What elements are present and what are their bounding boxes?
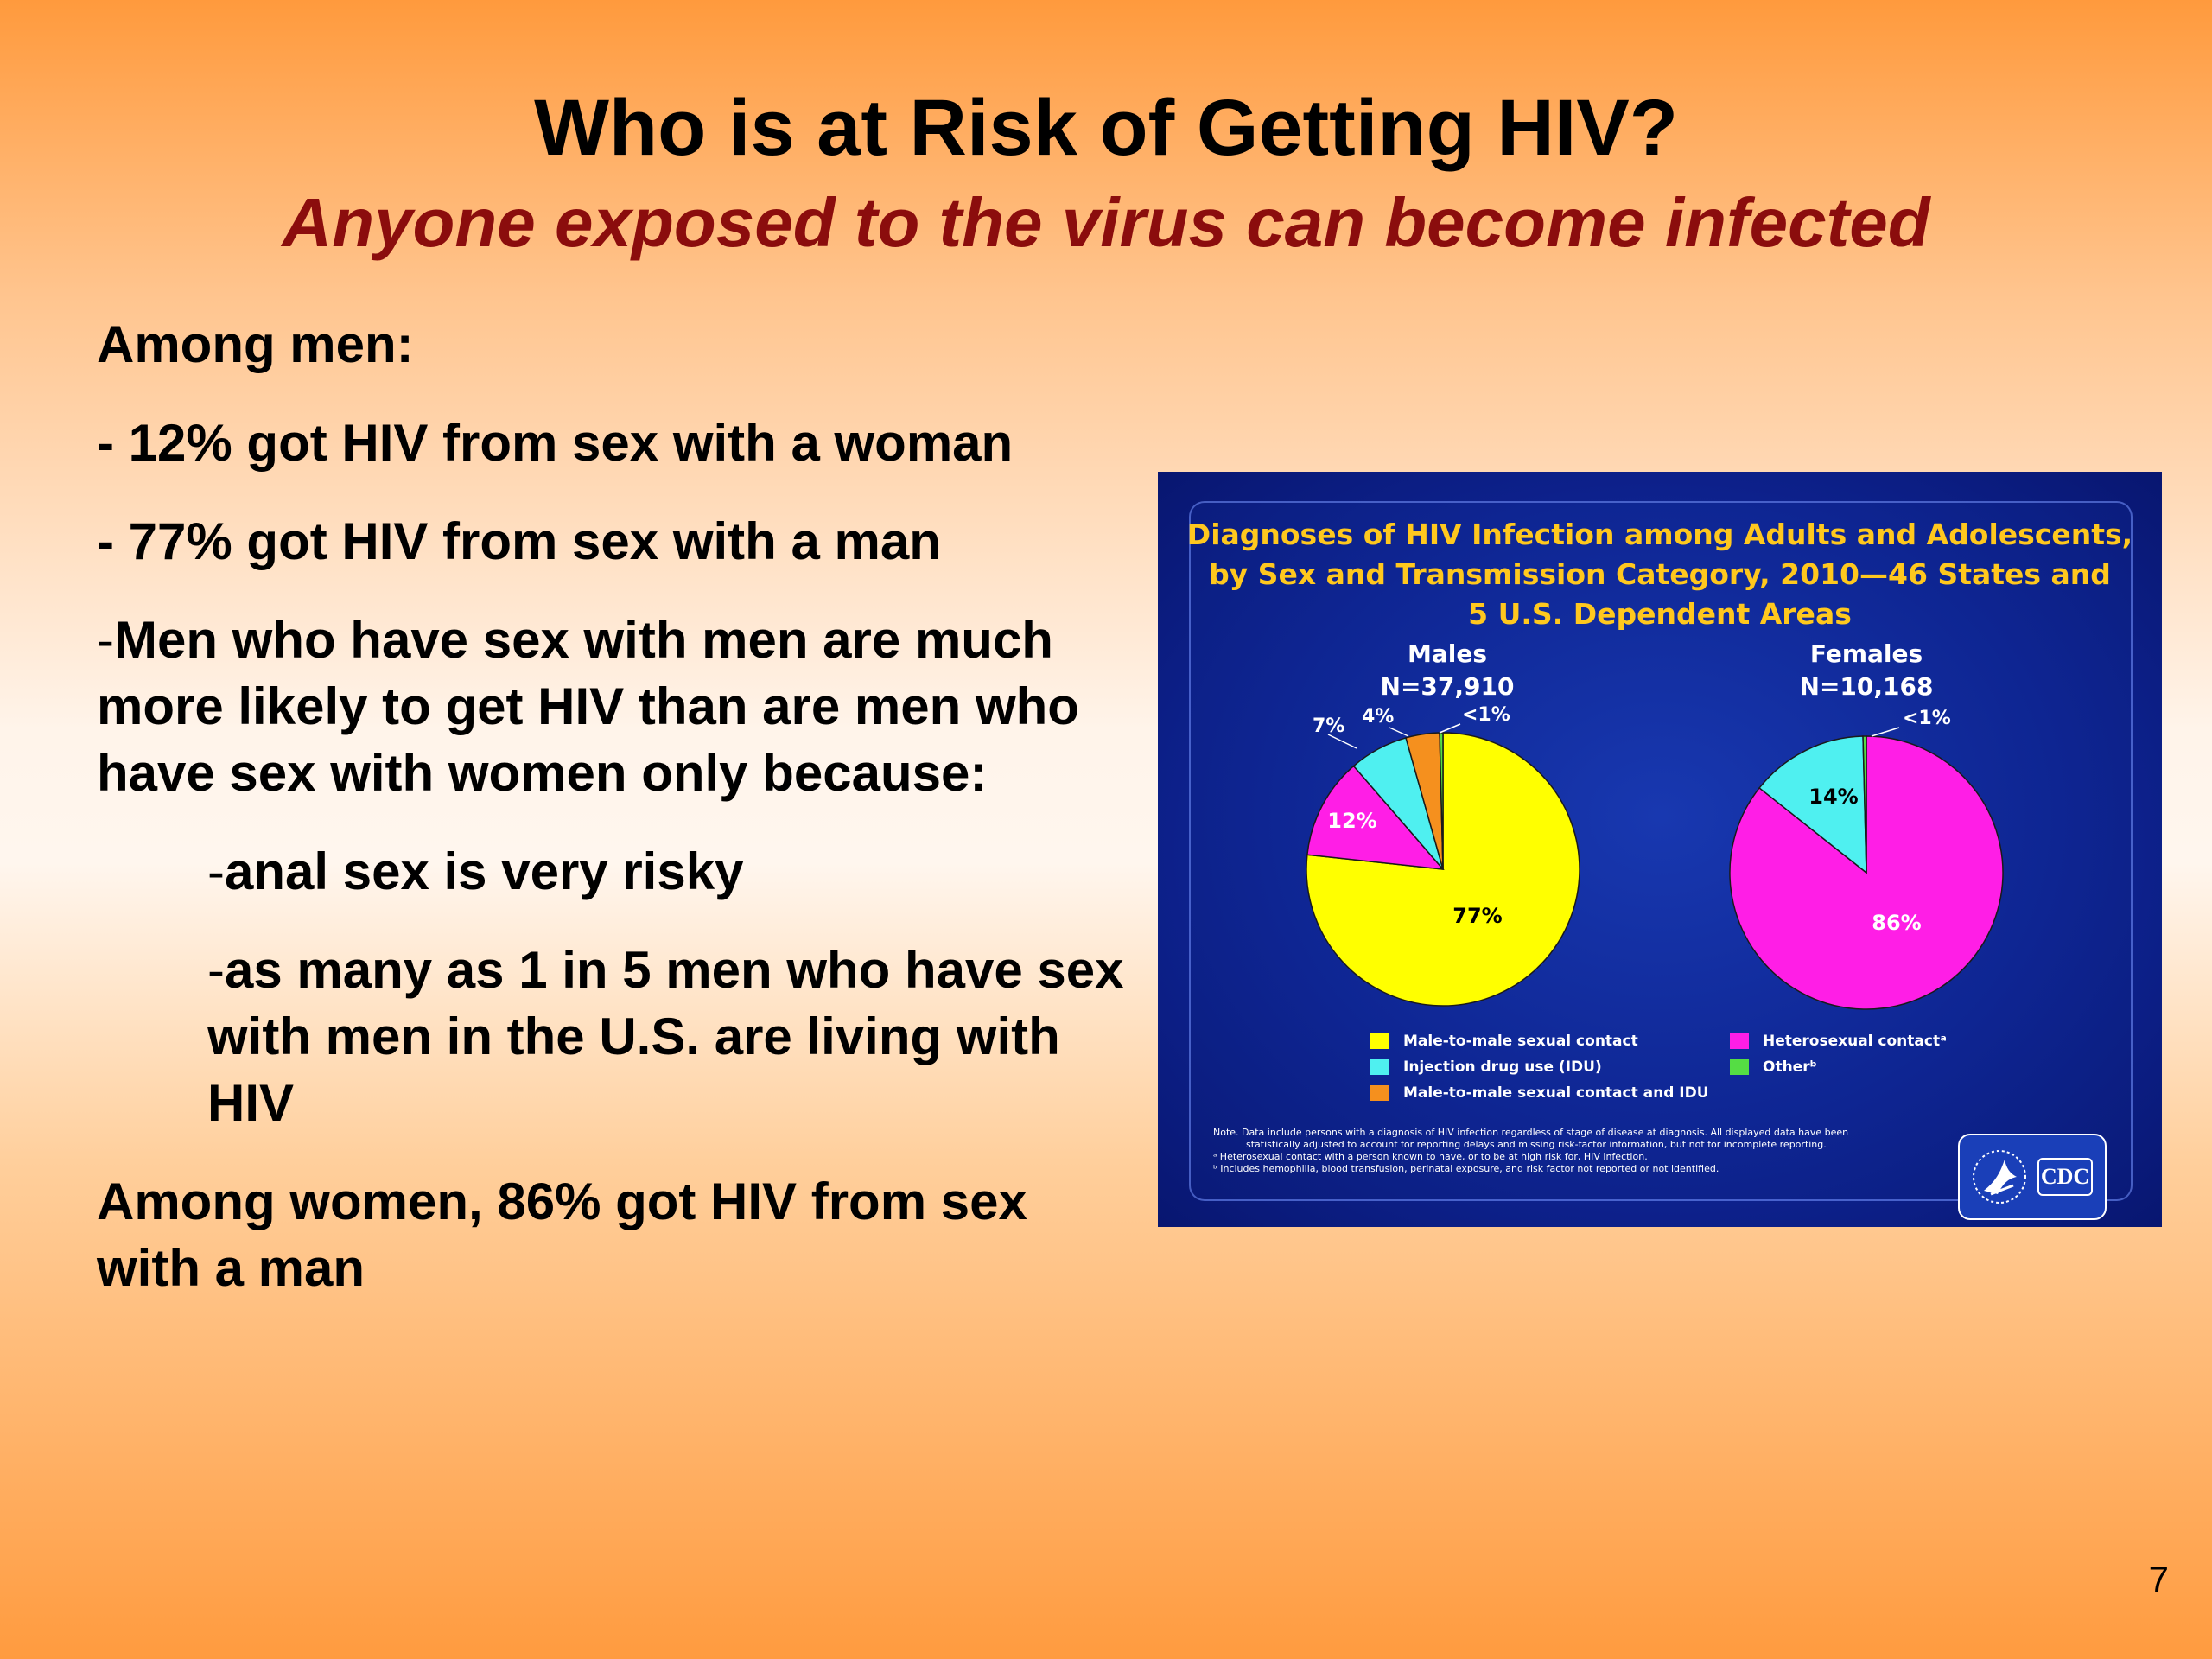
- legend-item: Heterosexual contactᵃ: [1730, 1028, 1947, 1054]
- bullet-among-women: Among women, 86% got HIV from sex with a…: [97, 1173, 1027, 1297]
- legend-right: Heterosexual contactᵃ Otherᵇ: [1730, 1028, 1947, 1080]
- pie-slice-label: 7%: [1313, 715, 1344, 737]
- legend-item: Otherᵇ: [1730, 1054, 1947, 1080]
- pie-slice-label: 14%: [1808, 785, 1858, 809]
- hhs-eagle-icon: [1973, 1150, 2026, 1204]
- legend-swatch: [1730, 1059, 1749, 1075]
- figure-notes: Note. Data include persons with a diagno…: [1213, 1127, 1965, 1175]
- pie-slice-label: <1%: [1462, 704, 1510, 726]
- males-header: Males N=37,910: [1365, 638, 1529, 703]
- pie-slice-label: 86%: [1872, 911, 1921, 935]
- legend-swatch: [1370, 1085, 1389, 1101]
- pie-leader-line: [1389, 727, 1409, 737]
- pie-leader-line: [1871, 727, 1900, 737]
- pie-charts-svg: 77% 12% 7% 4% <1% 86% 14% <1%: [1306, 704, 2004, 1010]
- legend-swatch: [1370, 1059, 1389, 1075]
- slide-title: Who is at Risk of Getting HIV?: [534, 84, 1678, 172]
- page-number: 7: [2148, 1559, 2169, 1599]
- males-pie-count: N=37,910: [1380, 672, 1515, 701]
- figure-title: Diagnoses of HIV Infection among Adults …: [1158, 515, 2162, 634]
- figure-title-line: 5 U.S. Dependent Areas: [1468, 597, 1852, 631]
- figure-title-line: Diagnoses of HIV Infection among Adults …: [1186, 518, 2133, 551]
- pie-slice: [1862, 735, 1867, 874]
- bullet-anal-sex-risky: -anal sex is very risky: [207, 842, 744, 900]
- cdc-logo: CDC: [1958, 1134, 2107, 1220]
- bullet-sex-with-woman: - 12% got HIV from sex with a woman: [97, 414, 1014, 472]
- figure-title-line: by Sex and Transmission Category, 2010—4…: [1209, 557, 2111, 591]
- pie-slice-label: 4%: [1362, 706, 1394, 728]
- pie-slice: [1306, 765, 1445, 870]
- legend-item: Injection drug use (IDU): [1370, 1054, 1709, 1080]
- bullet-among-men: Among men:: [97, 315, 414, 373]
- pie-slice-label: 77%: [1452, 904, 1502, 928]
- bullet-msm-more-likely: -Men who have sex with men are much more…: [97, 611, 1079, 802]
- females-pie-title: Females: [1809, 639, 1923, 668]
- pie-leader-line: [1327, 734, 1357, 749]
- note-line: statistically adjusted to account for re…: [1246, 1139, 1827, 1150]
- legend-swatch: [1370, 1033, 1389, 1049]
- legend-left: Male-to-male sexual contact Injection dr…: [1370, 1028, 1709, 1106]
- females-pie-count: N=10,168: [1799, 672, 1934, 701]
- note-line: ᵇ Includes hemophilia, blood transfusion…: [1213, 1163, 1719, 1174]
- pie-slice: [1758, 735, 1867, 874]
- legend-swatch: [1730, 1033, 1749, 1049]
- cdc-chart-figure: Diagnoses of HIV Infection among Adults …: [1158, 472, 2162, 1227]
- note-line: Note. Data include persons with a diagno…: [1213, 1127, 1849, 1138]
- pie-leader-line: [1439, 723, 1461, 734]
- legend-item: Male-to-male sexual contact and IDU: [1370, 1080, 1709, 1106]
- females-header: Females N=10,168: [1780, 638, 1953, 703]
- body-text: Among men: - 12% got HIV from sex with a…: [97, 311, 1134, 1333]
- pie-slice-label: 12%: [1327, 809, 1376, 833]
- bullet-sex-with-man: - 77% got HIV from sex with a man: [97, 512, 941, 570]
- pie-slice-label: <1%: [1903, 708, 1951, 729]
- bullet-one-in-five: -as many as 1 in 5 men who have sex with…: [207, 941, 1124, 1132]
- males-pie-title: Males: [1407, 639, 1487, 668]
- note-line: ᵃ Heterosexual contact with a person kno…: [1213, 1151, 1648, 1162]
- cdc-logo-text: CDC: [2037, 1158, 2093, 1196]
- legend-item: Male-to-male sexual contact: [1370, 1028, 1709, 1054]
- slide-subtitle: Anyone exposed to the virus can become i…: [282, 184, 1930, 261]
